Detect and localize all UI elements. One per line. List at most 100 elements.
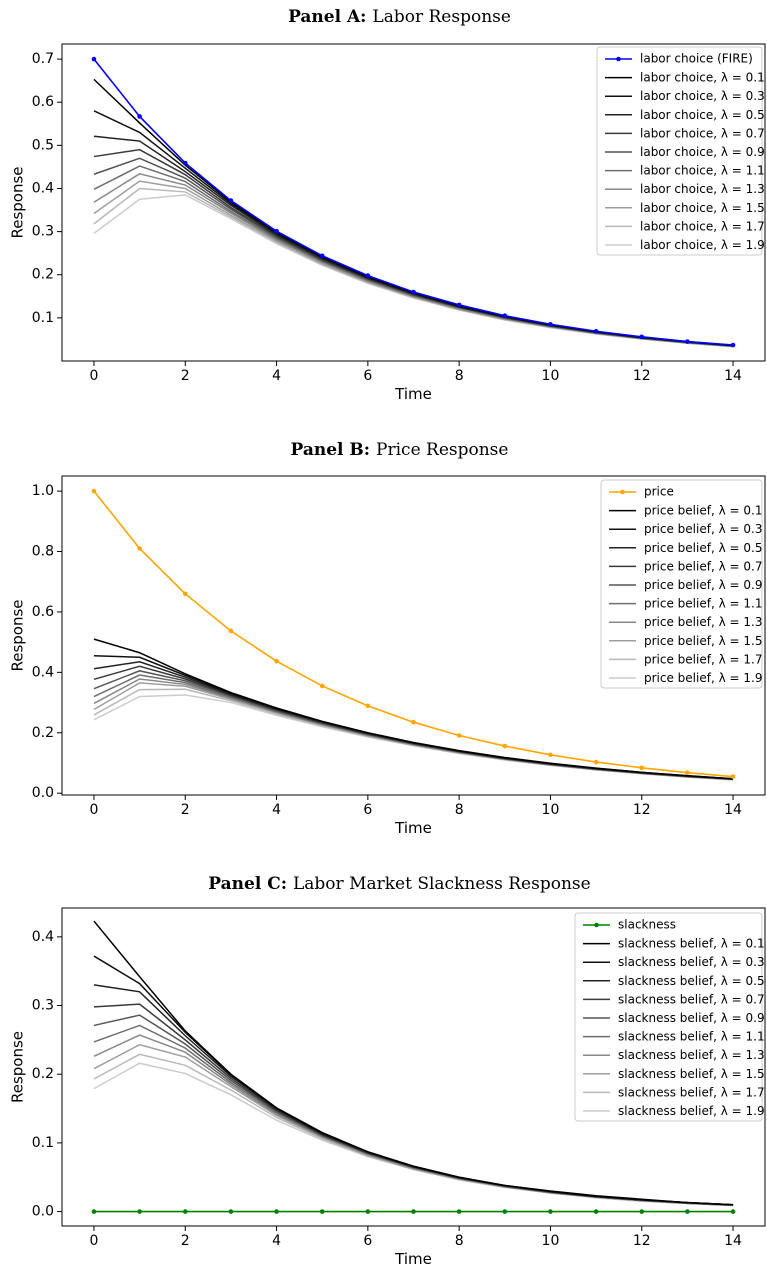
- legend-entry-prefix: price belief,: [644, 596, 719, 610]
- main-series-point: [593, 759, 599, 765]
- main-series-point: [730, 342, 736, 348]
- legend-entry-lambda: λ = 0.3: [721, 955, 765, 969]
- legend-entry-lambda: λ = 1.7: [721, 1085, 765, 1099]
- legend-box: [574, 912, 763, 1122]
- main-series-point: [685, 770, 690, 775]
- main-series-point: [137, 546, 142, 551]
- legend-entry-prefix: slackness belief,: [618, 936, 721, 950]
- legend-entry-lambda: λ = 1.9: [721, 1104, 765, 1118]
- x-tick-label: 10: [542, 368, 560, 384]
- legend-entry-prefix: price belief,: [644, 559, 719, 573]
- x-tick-label: 10: [542, 1233, 560, 1249]
- legend-entry-prefix: labor choice,: [640, 238, 721, 252]
- main-series-point: [365, 703, 371, 709]
- legend-entry-lambda: λ = 1.9: [719, 671, 763, 685]
- main-series-point: [639, 334, 645, 340]
- y-tick-label: 0.4: [32, 929, 54, 945]
- main-series-point: [182, 591, 188, 597]
- legend-entry-lambda: λ = 0.1: [721, 70, 765, 84]
- legend-entry-lambda: λ = 0.9: [721, 145, 765, 159]
- legend-entry-label: labor choice, λ = 0.7: [640, 126, 765, 140]
- main-series-point: [91, 1209, 97, 1214]
- legend-entry-label: labor choice, λ = 0.3: [640, 89, 765, 103]
- x-tick-label: 2: [181, 368, 190, 384]
- y-tick-label: 0.2: [32, 1066, 54, 1082]
- main-series-point: [639, 1209, 645, 1214]
- plot-frame: [61, 475, 766, 796]
- legend-entry-prefix: labor choice,: [640, 107, 721, 121]
- legend-entry-prefix: slackness belief,: [618, 1104, 721, 1118]
- legend-entry-lambda: λ = 0.7: [721, 992, 765, 1006]
- main-series-point: [319, 253, 325, 259]
- x-tick-label: 0: [89, 368, 98, 384]
- main-series-point: [411, 719, 416, 725]
- legend-entry-label: slackness belief, λ = 0.9: [618, 1011, 765, 1025]
- y-tick-label: 1.0: [32, 483, 54, 499]
- x-tick-label: 8: [455, 802, 464, 818]
- legend-entry-prefix: price belief,: [644, 652, 719, 666]
- y-tick-label: 0.2: [32, 725, 54, 741]
- x-tick-label: 0: [89, 802, 98, 818]
- legend-entry-prefix: slackness belief,: [618, 955, 721, 969]
- legend-entry-lambda: λ = 0.5: [719, 540, 763, 554]
- x-tick-label: 10: [542, 802, 560, 818]
- main-series-point: [411, 1209, 416, 1214]
- y-axis-label: Response: [9, 599, 27, 671]
- legend-entry-lambda: λ = 0.1: [719, 503, 763, 517]
- legend-entry-lambda: λ = 0.1: [721, 936, 765, 950]
- x-tick-label: 14: [724, 368, 742, 384]
- main-series-point: [319, 683, 325, 689]
- legend-entry-label: slackness belief, λ = 1.9: [618, 1104, 765, 1118]
- belief-series-line: [93, 920, 734, 1206]
- legend-entry-label: slackness belief, λ = 0.5: [618, 973, 765, 987]
- legend-entry-prefix: labor choice,: [640, 200, 721, 214]
- belief-series-line: [93, 688, 734, 781]
- legend-entry-lambda: λ = 1.3: [721, 1048, 765, 1062]
- main-series-point: [548, 752, 553, 758]
- main-series-point: [593, 328, 599, 334]
- legend-entry-lambda: λ = 0.7: [721, 126, 765, 140]
- legend-entry-label: labor choice, λ = 1.9: [640, 238, 765, 252]
- y-tick-label: 0.6: [32, 94, 54, 110]
- y-tick-label: 0.7: [32, 51, 54, 67]
- main-series-point: [182, 1209, 188, 1214]
- main-series-point: [228, 1209, 234, 1214]
- legend-entry-lambda: λ = 1.9: [721, 238, 765, 252]
- panel-title-text: Labor Market Slackness Response: [293, 874, 591, 894]
- panel-title-text: Price Response: [376, 440, 508, 460]
- legend-entry-label: labor choice, λ = 1.7: [640, 219, 765, 233]
- legend-entry-label: price belief, λ = 1.5: [644, 633, 762, 647]
- legend-entry-lambda: λ = 0.3: [719, 522, 763, 536]
- y-axis-label: Response: [9, 166, 27, 238]
- legend-entry-label: labor choice, λ = 1.1: [640, 163, 765, 177]
- legend-entry-prefix: price belief,: [644, 578, 719, 592]
- panel-c: Panel C: Labor Market Slackness Response 0…: [9, 874, 766, 1268]
- main-series-point: [274, 228, 279, 234]
- main-series-point: [502, 1209, 508, 1214]
- y-tick-label: 0.3: [32, 998, 54, 1014]
- legend-entry-prefix: labor choice,: [640, 219, 721, 233]
- legend-entry-lambda: λ = 1.3: [721, 182, 765, 196]
- belief-series-line: [93, 678, 734, 781]
- legend-entry-lambda: λ = 0.7: [719, 559, 763, 573]
- main-series-point: [137, 1209, 142, 1214]
- legend-entry-label: price belief, λ = 0.5: [644, 540, 762, 554]
- legend-entry-lambda: λ = 1.7: [721, 219, 765, 233]
- y-tick-label: 0.6: [32, 604, 54, 620]
- legend-entry-label: slackness belief, λ = 1.5: [618, 1066, 765, 1080]
- legend-entry-label: labor choice, λ = 1.5: [640, 200, 765, 214]
- legend-entry-label: slackness belief, λ = 0.7: [618, 992, 765, 1006]
- legend-entry-prefix: labor choice,: [640, 89, 721, 103]
- x-axis-label: Time: [394, 385, 432, 403]
- main-series-point: [319, 1209, 325, 1214]
- x-axis-label: Time: [394, 819, 432, 837]
- x-tick-label: 12: [633, 802, 651, 818]
- legend-entry-label: slackness belief, λ = 1.7: [618, 1085, 765, 1099]
- legend-entry-lambda: λ = 0.3: [721, 89, 765, 103]
- main-series-point: [274, 1209, 279, 1214]
- panel-title: Panel A: Labor Response: [288, 7, 511, 27]
- legend-entry-prefix: price belief,: [644, 671, 719, 685]
- main-series-point: [228, 628, 234, 634]
- legend-entry-prefix: slackness belief,: [618, 1066, 721, 1080]
